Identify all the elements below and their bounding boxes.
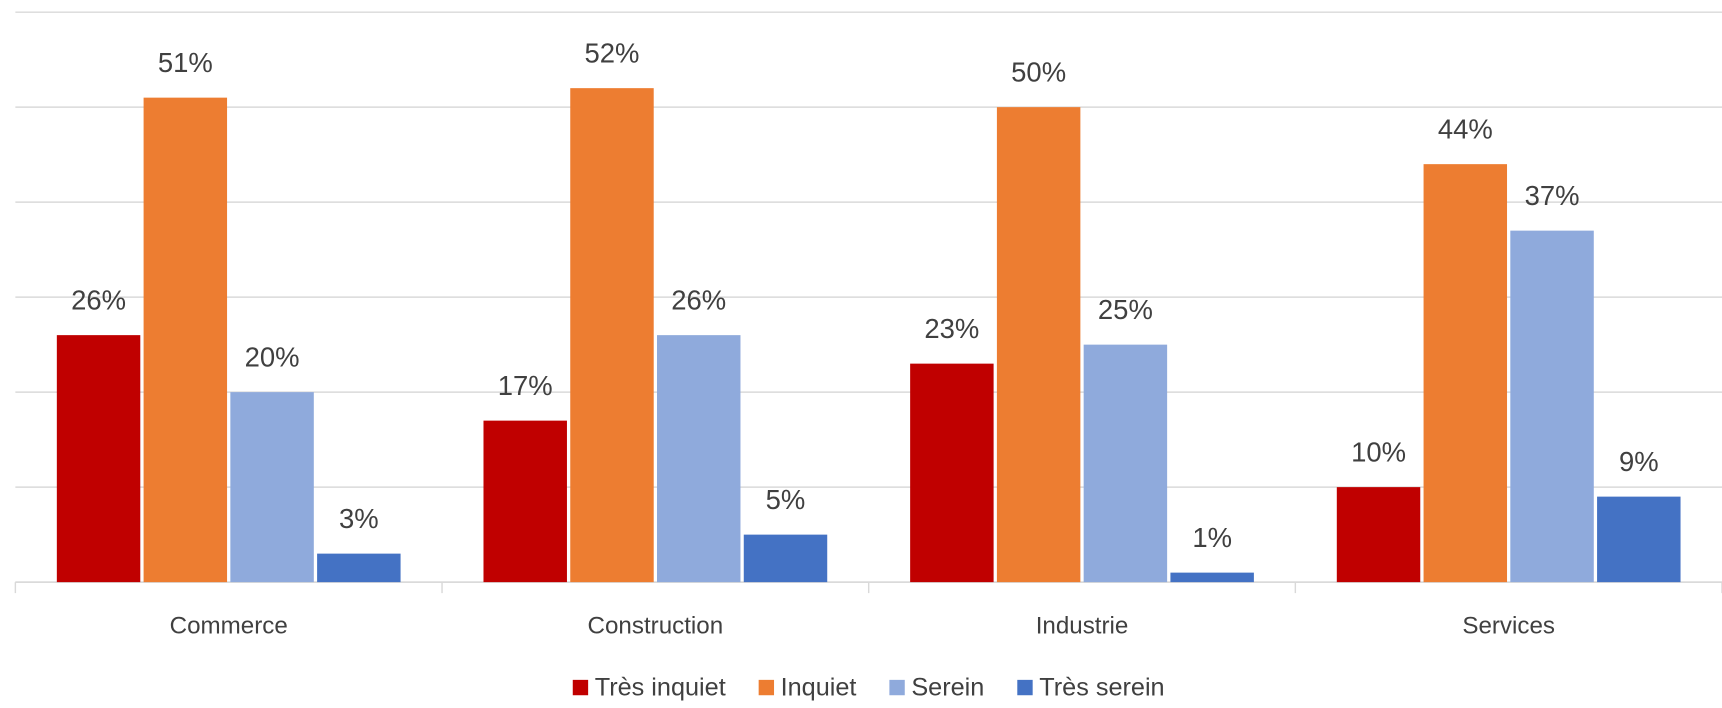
bar	[1510, 230, 1594, 583]
x-tick-label: Commerce	[170, 613, 288, 640]
legend-swatch	[1017, 679, 1033, 696]
legend-label: Très inquiet	[595, 673, 726, 701]
bar	[1170, 572, 1254, 583]
data-label: 52%	[585, 37, 640, 68]
bar	[743, 534, 828, 583]
data-label: 17%	[498, 370, 553, 401]
data-label: 20%	[245, 341, 300, 372]
bar	[483, 420, 567, 583]
legend-label: Très serein	[1039, 673, 1164, 701]
data-label: 10%	[1351, 436, 1406, 467]
bar	[317, 553, 401, 583]
bar	[570, 88, 654, 583]
bar	[1336, 487, 1421, 583]
bar	[1597, 496, 1681, 583]
data-label: 25%	[1098, 294, 1153, 325]
x-tick-label: Industrie	[1036, 613, 1129, 640]
bar	[143, 97, 228, 583]
bar	[657, 335, 741, 583]
legend-label: Serein	[911, 673, 984, 701]
data-label: 50%	[1011, 56, 1066, 87]
data-label: 3%	[339, 503, 379, 534]
data-label: 9%	[1619, 446, 1659, 477]
bar	[910, 363, 994, 583]
x-tick-label: Construction	[588, 613, 724, 640]
bar	[1423, 164, 1508, 583]
x-tick-label: Services	[1462, 613, 1555, 640]
data-label: 26%	[71, 284, 126, 315]
legend-swatch	[572, 679, 589, 696]
bar	[1083, 344, 1168, 583]
bar	[996, 107, 1081, 583]
bar	[56, 335, 141, 583]
data-label: 1%	[1192, 522, 1232, 553]
data-label: 44%	[1438, 113, 1493, 144]
data-label: 23%	[924, 313, 979, 344]
legend-swatch	[889, 679, 905, 696]
bar	[230, 392, 314, 583]
data-label: 51%	[158, 47, 213, 78]
legend-label: Inquiet	[781, 673, 857, 701]
data-label: 5%	[766, 484, 806, 515]
legend-swatch	[758, 679, 775, 696]
data-label: 37%	[1525, 180, 1580, 211]
data-label: 26%	[671, 284, 726, 315]
